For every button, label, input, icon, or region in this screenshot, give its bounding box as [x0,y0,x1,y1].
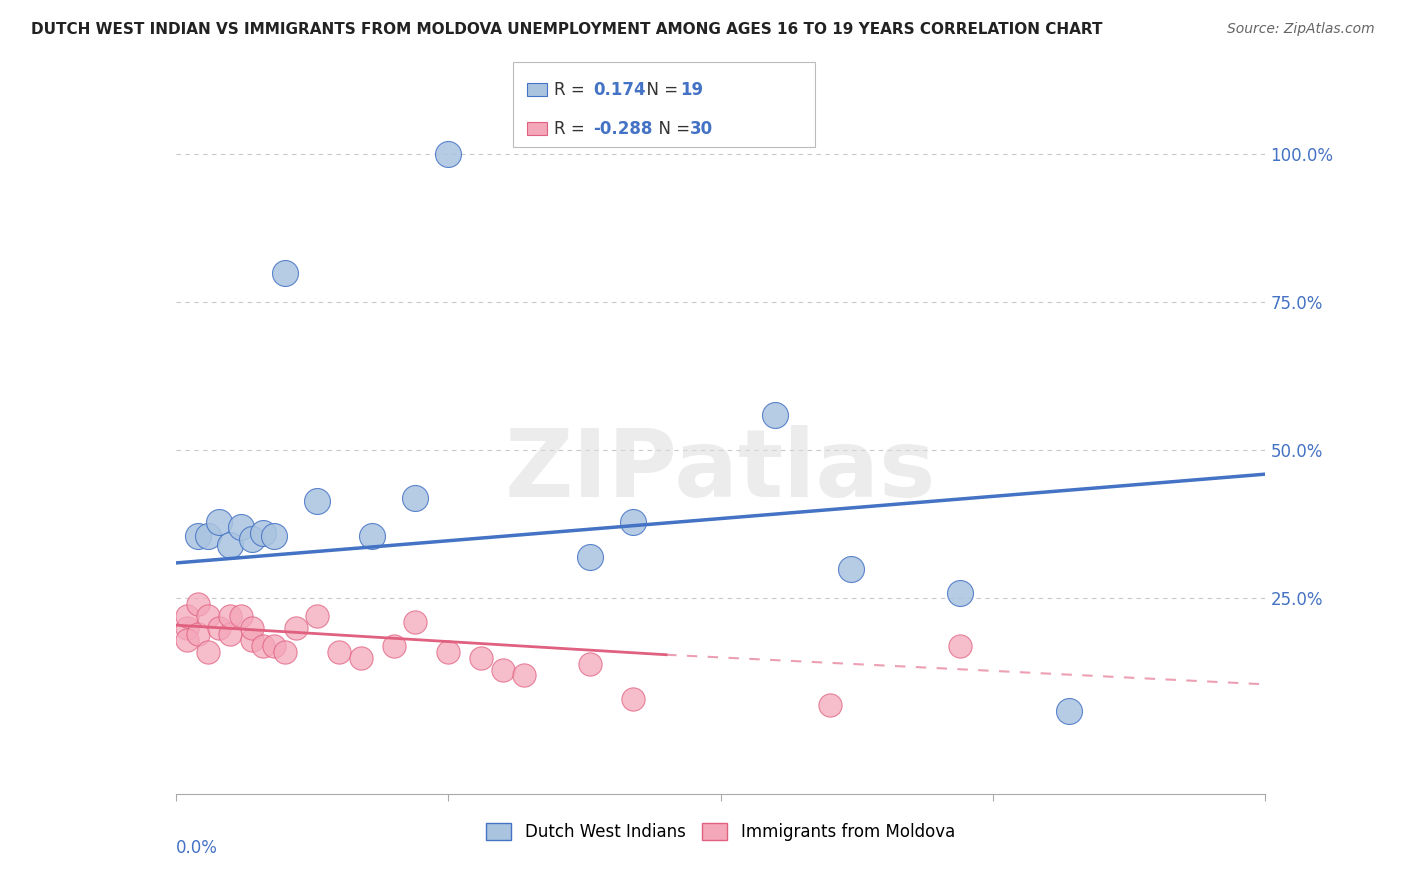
Point [841,562,863,576]
Point [350,650,373,665]
Point [328,645,350,659]
Point [360,529,382,543]
Point [513,668,536,682]
Point [579,657,602,671]
Text: -0.288: -0.288 [593,120,652,137]
Text: N =: N = [636,80,683,98]
Point [208,621,231,635]
Text: 19: 19 [681,80,703,98]
Point [405,615,427,630]
Point [208,515,231,529]
Point [231,609,253,624]
Point [219,627,242,641]
Point [437,147,460,161]
Point [405,491,427,505]
Point [949,585,972,599]
Point [263,529,285,543]
Point [176,609,198,624]
Point [621,515,644,529]
Point [186,529,209,543]
Point [437,645,460,659]
Point [252,639,274,653]
Point [197,645,219,659]
Point [197,529,219,543]
Point [240,621,263,635]
Text: 0.174: 0.174 [593,80,645,98]
Legend: Dutch West Indians, Immigrants from Moldova: Dutch West Indians, Immigrants from Mold… [479,816,962,847]
Point [240,632,263,647]
Point [492,663,515,677]
Text: N =: N = [648,120,696,137]
Point [284,621,307,635]
Point [252,526,274,541]
Point [274,266,297,280]
Point [176,621,198,635]
Point [219,538,242,552]
Point [818,698,841,712]
Point [763,408,786,422]
Text: Source: ZipAtlas.com: Source: ZipAtlas.com [1227,22,1375,37]
Point [231,520,253,534]
Point [176,632,198,647]
Point [186,598,209,612]
Point [240,533,263,547]
Text: ZIPatlas: ZIPatlas [505,425,936,517]
Text: 0.0%: 0.0% [176,838,218,856]
Point [274,645,297,659]
Text: DUTCH WEST INDIAN VS IMMIGRANTS FROM MOLDOVA UNEMPLOYMENT AMONG AGES 16 TO 19 YE: DUTCH WEST INDIAN VS IMMIGRANTS FROM MOL… [31,22,1102,37]
Point [949,639,972,653]
Point [1057,704,1080,718]
Text: R =: R = [554,80,591,98]
Point [470,650,492,665]
Point [197,609,219,624]
Point [382,639,405,653]
Point [307,609,329,624]
Point [186,627,209,641]
Point [621,692,644,706]
Text: 30: 30 [690,120,713,137]
Point [579,549,602,564]
Point [263,639,285,653]
Point [219,609,242,624]
Point [307,493,329,508]
Text: R =: R = [554,120,591,137]
